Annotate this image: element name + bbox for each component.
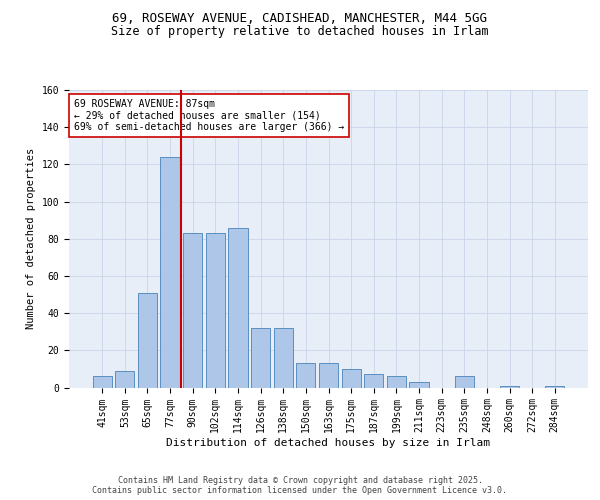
Bar bbox=[296, 364, 316, 388]
Text: 69 ROSEWAY AVENUE: 87sqm
← 29% of detached houses are smaller (154)
69% of semi-: 69 ROSEWAY AVENUE: 87sqm ← 29% of detach… bbox=[74, 99, 344, 132]
Bar bbox=[274, 328, 293, 388]
Bar bbox=[229, 228, 248, 388]
Bar bbox=[500, 386, 519, 388]
Bar bbox=[115, 371, 134, 388]
X-axis label: Distribution of detached houses by size in Irlam: Distribution of detached houses by size … bbox=[167, 438, 491, 448]
Bar bbox=[183, 233, 202, 388]
Bar bbox=[319, 364, 338, 388]
Bar bbox=[409, 382, 428, 388]
Text: Contains HM Land Registry data © Crown copyright and database right 2025.
Contai: Contains HM Land Registry data © Crown c… bbox=[92, 476, 508, 495]
Bar bbox=[455, 376, 474, 388]
Bar bbox=[160, 157, 180, 388]
Bar bbox=[387, 376, 406, 388]
Bar bbox=[206, 233, 225, 388]
Bar bbox=[251, 328, 270, 388]
Text: Size of property relative to detached houses in Irlam: Size of property relative to detached ho… bbox=[111, 25, 489, 38]
Bar bbox=[341, 369, 361, 388]
Bar bbox=[138, 292, 157, 388]
Text: 69, ROSEWAY AVENUE, CADISHEAD, MANCHESTER, M44 5GG: 69, ROSEWAY AVENUE, CADISHEAD, MANCHESTE… bbox=[113, 12, 487, 26]
Bar bbox=[364, 374, 383, 388]
Bar bbox=[545, 386, 565, 388]
Y-axis label: Number of detached properties: Number of detached properties bbox=[26, 148, 36, 330]
Bar bbox=[92, 376, 112, 388]
